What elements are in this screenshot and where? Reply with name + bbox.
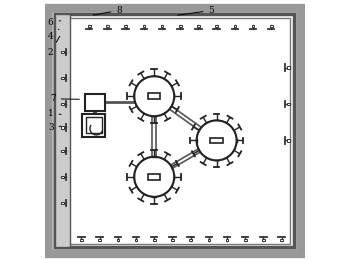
Text: 6: 6: [48, 18, 61, 27]
Bar: [153, 239, 155, 241]
Text: 3: 3: [48, 123, 61, 132]
Bar: [85, 94, 105, 110]
Bar: [85, 117, 102, 133]
Bar: [210, 138, 223, 143]
Bar: [197, 25, 200, 27]
Bar: [208, 239, 210, 241]
Bar: [270, 25, 273, 27]
Bar: [280, 239, 283, 241]
Bar: [61, 126, 64, 129]
Bar: [287, 139, 290, 142]
Bar: [88, 25, 91, 27]
Text: 5: 5: [178, 6, 214, 15]
Bar: [135, 239, 137, 241]
Text: 4: 4: [48, 29, 59, 41]
Bar: [226, 239, 228, 241]
Bar: [117, 239, 119, 241]
Bar: [142, 25, 145, 27]
Bar: [252, 25, 254, 27]
Bar: [244, 239, 246, 241]
Bar: [61, 51, 64, 53]
Bar: [124, 25, 127, 27]
Bar: [55, 14, 70, 247]
Circle shape: [197, 120, 237, 160]
Text: 2: 2: [48, 36, 60, 56]
Bar: [171, 239, 174, 241]
Bar: [106, 25, 109, 27]
Bar: [82, 114, 105, 136]
Bar: [61, 103, 64, 105]
Bar: [61, 150, 64, 152]
Bar: [58, 18, 290, 244]
Text: 1: 1: [48, 109, 61, 118]
Bar: [233, 25, 236, 27]
Bar: [262, 239, 265, 241]
Bar: [148, 93, 160, 99]
Circle shape: [134, 76, 174, 116]
Bar: [80, 239, 83, 241]
Bar: [287, 103, 290, 105]
Bar: [179, 25, 182, 27]
Bar: [215, 25, 218, 27]
Bar: [287, 66, 290, 69]
Bar: [148, 174, 160, 180]
Bar: [55, 14, 294, 247]
Bar: [98, 239, 101, 241]
Bar: [161, 25, 163, 27]
Bar: [61, 77, 64, 79]
Text: 7: 7: [50, 94, 79, 103]
Bar: [189, 239, 192, 241]
Bar: [61, 176, 64, 178]
Circle shape: [134, 157, 174, 197]
Text: 8: 8: [93, 6, 122, 15]
Bar: [61, 202, 64, 204]
